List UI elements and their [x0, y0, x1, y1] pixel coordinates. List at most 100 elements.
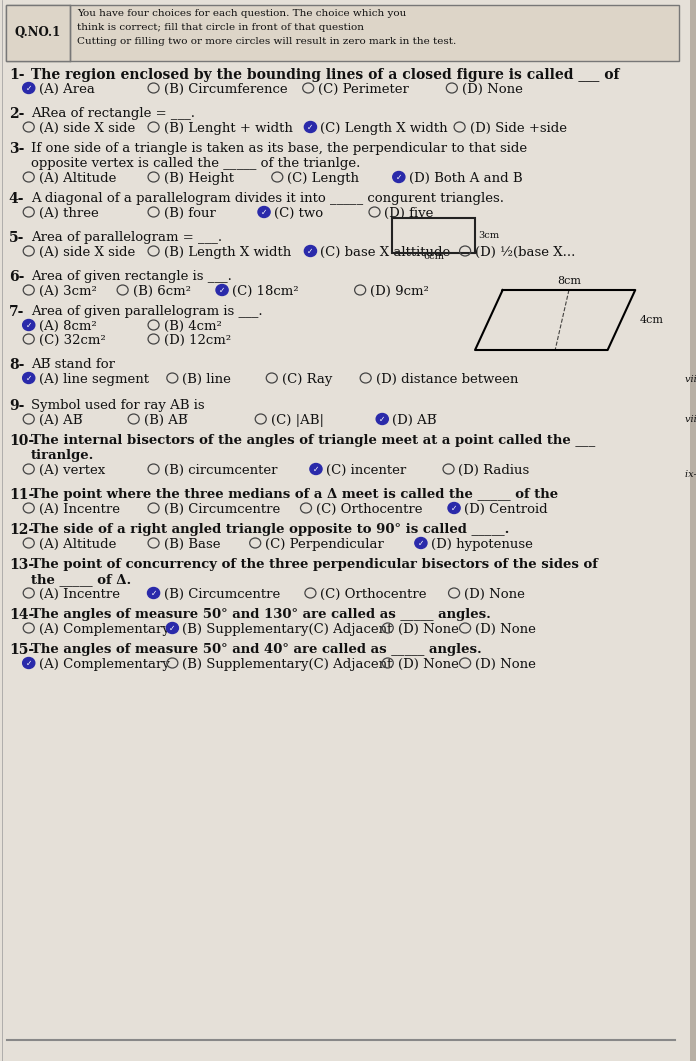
Text: ✓: ✓: [219, 286, 226, 295]
Text: (D) five: (D) five: [384, 207, 434, 220]
Text: (B) AB̅: (B) AB̅: [143, 414, 187, 427]
Text: (C) base X alttitude: (C) base X alttitude: [320, 246, 450, 259]
Text: 12-: 12-: [9, 523, 34, 537]
Text: (C) 18cm²: (C) 18cm²: [232, 285, 299, 298]
Text: (D) distance between: (D) distance between: [376, 373, 518, 386]
Text: (C) incenter: (C) incenter: [326, 464, 406, 477]
Text: (A) Area: (A) Area: [39, 83, 95, 95]
Text: AB̅ stand for: AB̅ stand for: [31, 358, 115, 371]
Text: viii-  Fir: viii- Fir: [685, 415, 696, 424]
Text: (D) 12cm²: (D) 12cm²: [164, 334, 230, 347]
Circle shape: [23, 83, 35, 93]
Text: You have four choices for each question. The choice which you: You have four choices for each question.…: [77, 8, 406, 18]
Text: (B) line: (B) line: [182, 373, 231, 386]
Text: (C) Ray: (C) Ray: [282, 373, 332, 386]
Text: (D) None: (D) None: [475, 658, 536, 671]
Text: (A) Complementary: (A) Complementary: [39, 623, 170, 636]
Text: 4-: 4-: [9, 192, 24, 206]
Text: Area of parallelogram = ___.: Area of parallelogram = ___.: [31, 231, 222, 244]
Text: ✓: ✓: [379, 415, 386, 424]
Text: ✓: ✓: [150, 589, 157, 598]
Text: (A) Incentre: (A) Incentre: [39, 503, 120, 516]
Text: opposite vertex is called the _____ of the trianlge.: opposite vertex is called the _____ of t…: [31, 157, 361, 170]
Circle shape: [23, 372, 35, 383]
Text: ✓: ✓: [451, 504, 457, 514]
Text: 3cm: 3cm: [478, 231, 500, 240]
Text: (D) None: (D) None: [397, 623, 459, 636]
Text: (D) None: (D) None: [464, 588, 525, 601]
Text: ix-  F: ix- F: [685, 470, 696, 479]
Text: think is correct; fill that circle in front of that question: think is correct; fill that circle in fr…: [77, 23, 364, 32]
Circle shape: [23, 658, 35, 668]
Text: 8cm: 8cm: [557, 276, 581, 286]
Text: (C) Orthocentre: (C) Orthocentre: [320, 588, 427, 601]
Text: The point where the three medians of a Δ meet is called the _____ of the: The point where the three medians of a Δ…: [31, 488, 558, 501]
Text: (B) 6cm²: (B) 6cm²: [132, 285, 191, 298]
Text: (D) 9cm²: (D) 9cm²: [370, 285, 429, 298]
Text: The angles of measure 50° and 40° are called as _____ angles.: The angles of measure 50° and 40° are ca…: [31, 643, 482, 656]
Text: (D) Radius: (D) Radius: [459, 464, 530, 477]
Text: (C) 32cm²: (C) 32cm²: [39, 334, 105, 347]
Text: (C) Orthocentre: (C) Orthocentre: [316, 503, 422, 516]
Text: 6-: 6-: [9, 269, 24, 284]
Text: (A) 3cm²: (A) 3cm²: [39, 285, 97, 298]
Circle shape: [310, 464, 322, 474]
Text: (A) AB̅: (A) AB̅: [39, 414, 82, 427]
Text: (B) four: (B) four: [164, 207, 215, 220]
Text: (A) vertex: (A) vertex: [39, 464, 105, 477]
Circle shape: [148, 588, 159, 598]
Text: The angles of measure 50° and 130° are called as _____ angles.: The angles of measure 50° and 130° are c…: [31, 608, 491, 621]
Circle shape: [216, 284, 228, 296]
Text: (A) side X side: (A) side X side: [39, 122, 135, 135]
Text: (A) Incentre: (A) Incentre: [39, 588, 120, 601]
Text: (A) Altitude: (A) Altitude: [39, 172, 116, 185]
Text: The region enclosed by the bounding lines of a closed figure is called ___ of: The region enclosed by the bounding line…: [31, 68, 619, 82]
Text: ✓: ✓: [307, 123, 314, 132]
Text: (C) Length X width: (C) Length X width: [320, 122, 448, 135]
Text: (D) None: (D) None: [475, 623, 536, 636]
Text: (D) AB̅: (D) AB̅: [392, 414, 436, 427]
Text: The internal bisectors of the angles of triangle meet at a point called the ___: The internal bisectors of the angles of …: [31, 434, 595, 447]
Text: (B) Circumference: (B) Circumference: [164, 83, 287, 95]
Text: 5-: 5-: [9, 231, 24, 245]
Text: 15-: 15-: [9, 643, 34, 657]
Text: ✓: ✓: [26, 84, 32, 93]
Text: 14-: 14-: [9, 608, 34, 622]
Text: If one side of a triangle is taken as its base, the perpendicular to that side: If one side of a triangle is taken as it…: [31, 142, 527, 155]
Text: (A) 8cm²: (A) 8cm²: [39, 320, 97, 333]
Text: (D) Side +side: (D) Side +side: [470, 122, 567, 135]
Circle shape: [23, 319, 35, 330]
Circle shape: [166, 623, 178, 633]
Text: (B) Circumcentre: (B) Circumcentre: [164, 503, 280, 516]
Text: (C) Length: (C) Length: [287, 172, 359, 185]
Text: (A) line segment: (A) line segment: [39, 373, 149, 386]
Text: The side of a right angled triangle opposite to 90° is called _____.: The side of a right angled triangle oppo…: [31, 523, 509, 536]
Text: ARea of rectangle = ___.: ARea of rectangle = ___.: [31, 107, 195, 120]
Text: (D) Centroid: (D) Centroid: [464, 503, 548, 516]
Text: 1-: 1-: [9, 68, 24, 82]
Text: (C) Perpendicular: (C) Perpendicular: [265, 538, 384, 551]
Text: tiranlge.: tiranlge.: [31, 449, 95, 462]
Text: 7-: 7-: [9, 305, 24, 319]
Text: (C) Perimeter: (C) Perimeter: [318, 83, 409, 95]
Text: (B) Circumcentre: (B) Circumcentre: [164, 588, 280, 601]
Text: (B) Supplementary(C) Adjacent: (B) Supplementary(C) Adjacent: [182, 623, 393, 636]
Text: 6cm: 6cm: [423, 253, 444, 261]
Text: (C) |AB|: (C) |AB|: [271, 414, 324, 427]
Text: vii-  Find: vii- Find: [685, 375, 696, 384]
Text: (B) 4cm²: (B) 4cm²: [164, 320, 221, 333]
Text: (D) None: (D) None: [461, 83, 523, 95]
Text: (A) Complementary: (A) Complementary: [39, 658, 170, 671]
Text: 13-: 13-: [9, 558, 34, 572]
Text: (B) Lenght + width: (B) Lenght + width: [164, 122, 292, 135]
Circle shape: [258, 207, 270, 218]
Text: (A) Altitude: (A) Altitude: [39, 538, 116, 551]
Text: (C) two: (C) two: [274, 207, 323, 220]
Text: Symbol used for ray AB is: Symbol used for ray AB is: [31, 399, 205, 412]
Text: ✓: ✓: [261, 208, 267, 218]
Text: A diagonal of a parallelogram divides it into _____ congurent triangles.: A diagonal of a parallelogram divides it…: [31, 192, 504, 205]
Text: ✓: ✓: [313, 465, 319, 474]
Text: 3-: 3-: [9, 142, 24, 156]
Circle shape: [304, 245, 317, 257]
Text: (B) Height: (B) Height: [164, 172, 233, 185]
